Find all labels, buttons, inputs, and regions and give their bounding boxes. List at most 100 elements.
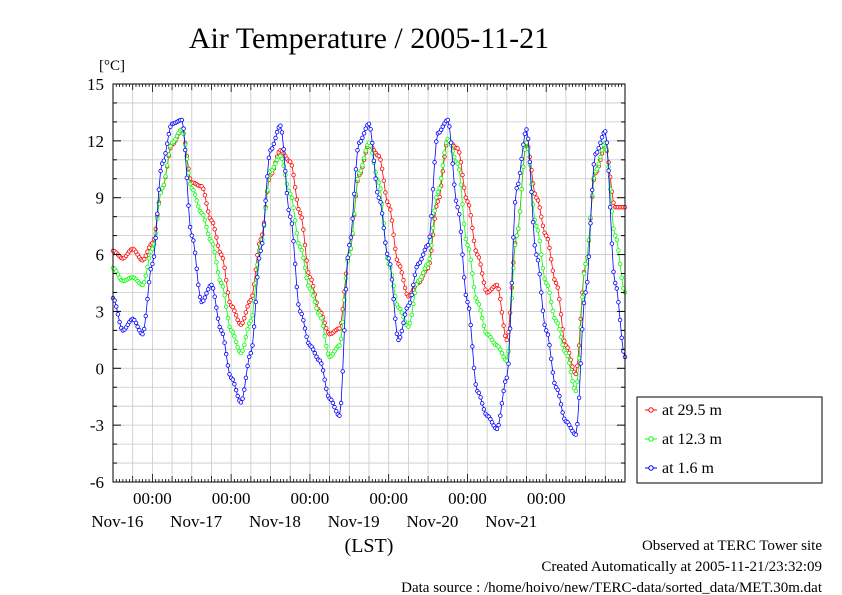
data-point [526, 136, 531, 141]
data-point [394, 331, 400, 336]
data-point [141, 280, 147, 285]
data-point [158, 168, 163, 174]
y-tick-label: 3 [96, 302, 105, 321]
data-point [576, 343, 582, 348]
data-point [324, 326, 329, 331]
data-point [616, 248, 621, 253]
data-point [301, 255, 306, 260]
data-point [376, 180, 381, 185]
data-point [299, 215, 304, 220]
data-point [514, 233, 519, 238]
data-point [412, 290, 418, 296]
data-point [273, 161, 278, 166]
data-point [289, 163, 295, 168]
data-point [419, 256, 424, 262]
data-point [463, 236, 468, 242]
data-point [509, 280, 514, 286]
data-point [215, 270, 221, 275]
data-point [575, 379, 580, 384]
x-tick-date: Nov-17 [170, 512, 222, 531]
data-point [398, 264, 403, 269]
data-point [194, 266, 199, 271]
data-point [384, 199, 390, 204]
data-point [375, 189, 380, 195]
data-point [161, 182, 167, 188]
data-point [588, 221, 593, 226]
data-point [481, 407, 487, 412]
legend-swatch-marker [648, 465, 654, 471]
data-point [242, 387, 247, 392]
y-tick-label: -3 [90, 416, 104, 435]
data-point [384, 251, 390, 257]
data-point [238, 400, 244, 405]
data-point [599, 135, 605, 140]
data-point [570, 379, 575, 384]
data-point [187, 181, 193, 187]
x-tick-date: Nov-18 [249, 512, 301, 531]
data-point [534, 223, 539, 229]
data-point [402, 312, 408, 317]
data-point [470, 225, 475, 231]
data-point [614, 237, 619, 242]
data-point [470, 271, 475, 276]
data-point [304, 334, 309, 339]
data-point [250, 293, 255, 298]
data-point [434, 139, 439, 144]
data-point [114, 304, 119, 309]
data-point [455, 204, 460, 210]
data-point [465, 199, 470, 204]
data-point [192, 192, 198, 197]
data-point [614, 286, 619, 291]
data-point [463, 292, 468, 298]
data-point [568, 425, 573, 431]
data-point [204, 291, 209, 296]
data-point [143, 313, 148, 319]
data-point [576, 395, 582, 400]
data-point [537, 205, 542, 210]
data-point [435, 199, 441, 204]
footer-source: Data source : /home/hoivo/new/TERC-data/… [401, 580, 823, 595]
data-point [371, 158, 377, 163]
data-point [225, 315, 231, 321]
data-point [291, 172, 296, 178]
data-point [594, 150, 600, 155]
data-point [512, 242, 518, 248]
data-point [250, 313, 255, 318]
data-point [360, 162, 365, 168]
data-point [537, 238, 542, 244]
data-point [248, 350, 253, 356]
data-point [462, 221, 467, 227]
data-point [544, 328, 549, 333]
data-point [194, 198, 199, 203]
data-point [386, 256, 391, 261]
data-point [547, 342, 552, 348]
footer-observed: Observed at TERC Tower site [642, 538, 822, 554]
data-point [537, 272, 542, 277]
data-point [279, 156, 285, 161]
data-point [458, 229, 464, 234]
data-point [611, 269, 616, 274]
data-point [271, 141, 276, 147]
data-point [389, 277, 395, 282]
data-point [411, 282, 416, 288]
data-point [581, 300, 587, 306]
data-point [378, 157, 383, 162]
data-point [450, 161, 455, 166]
data-point [140, 332, 145, 337]
data-point [580, 327, 585, 332]
data-point [535, 258, 541, 263]
data-point [155, 211, 160, 216]
data-point [286, 207, 291, 213]
data-point [293, 261, 298, 267]
data-point [363, 148, 368, 153]
data-point [281, 147, 286, 152]
data-point [466, 203, 472, 208]
data-point [201, 212, 206, 218]
data-point [220, 284, 226, 289]
legend-swatch-marker [648, 436, 654, 442]
data-point [478, 395, 483, 400]
data-point [192, 250, 198, 255]
data-point [557, 393, 562, 399]
y-tick-label: 9 [96, 189, 105, 208]
data-point [294, 230, 299, 236]
